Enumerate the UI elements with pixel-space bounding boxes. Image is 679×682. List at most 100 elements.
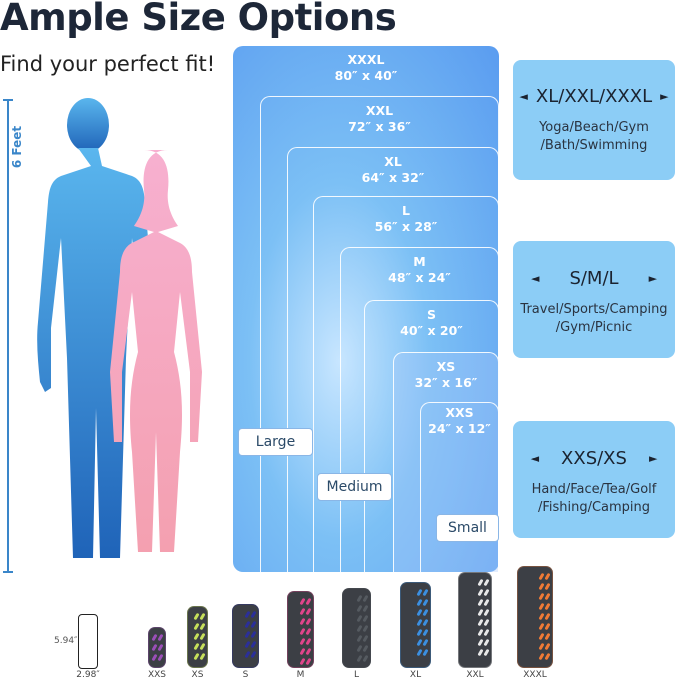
towel-stripe [193, 612, 200, 621]
towel-stripe [362, 634, 369, 643]
card-large: ◄ XL/XXL/XXXL ► Yoga/Beach/Gym/Bath/Swimmi… [513, 60, 675, 180]
towel-stripe [356, 644, 363, 653]
size-dims: 48″ x 24″ [388, 270, 451, 285]
towel-stripe [544, 632, 551, 641]
towel-stripe [157, 633, 164, 642]
size-name: XS [436, 359, 456, 374]
towel-stripe [151, 653, 158, 662]
towel-label: L [353, 670, 359, 680]
towel-stripe [299, 647, 306, 656]
towel-stripe [483, 588, 490, 597]
towel-xs [187, 606, 208, 668]
towel-stripe [199, 612, 206, 621]
card-desc: Hand/Face/Tea/Golf [531, 482, 657, 497]
towel-stripe [416, 618, 423, 627]
size-name: S [426, 307, 436, 322]
towel-stripe [193, 632, 200, 641]
towel-stripe [193, 652, 200, 661]
size-name: XXL [365, 103, 394, 118]
card-heading: S/M/L [569, 268, 619, 289]
towel-stripe [544, 652, 551, 661]
towel-stripe [544, 592, 551, 601]
phone-height: 5.94″ [54, 636, 78, 646]
towel-label: XXXL [523, 670, 547, 680]
towel-stripe [356, 594, 363, 603]
arrow-left-icon: ◄ [530, 452, 540, 465]
towel-stripe [362, 654, 369, 663]
size-name: XXS [445, 405, 474, 420]
towel-stripe [416, 638, 423, 647]
towel-stripe [477, 628, 484, 637]
towel-stripe [157, 643, 164, 652]
size-name: L [402, 203, 410, 218]
size-dims: 32″ x 16″ [414, 375, 478, 390]
towel-stripe [477, 618, 484, 627]
towel-stripe [244, 640, 251, 649]
size-name: XXXL [347, 52, 385, 67]
towel-stripe [477, 608, 484, 617]
size-dims: 40″ x 20″ [400, 323, 463, 338]
towel-stripe [250, 650, 257, 659]
towel-stripe [544, 602, 551, 611]
towel-stripe [477, 588, 484, 597]
card-desc: /Fishing/Camping [537, 500, 651, 515]
towel-stripe [362, 594, 369, 603]
towel-stripe [416, 648, 423, 657]
towel-stripe [544, 622, 551, 631]
towel-stripe [244, 650, 251, 659]
size-box-xxs: XXS 24″ x 12″ [420, 402, 499, 572]
arrow-left-icon: ◄ [530, 272, 540, 285]
towel-stripe [305, 597, 312, 606]
size-name: XL [384, 154, 402, 169]
card-desc: Travel/Sports/Camping [520, 302, 668, 317]
towel-stripe [483, 598, 490, 607]
towel-stripe [477, 638, 484, 647]
towel-stripe [477, 648, 484, 657]
towel-stripe [199, 632, 206, 641]
towel-stripe [422, 598, 429, 607]
towel-stripe [299, 657, 306, 666]
towel-stripe [416, 588, 423, 597]
towel-stripe [422, 608, 429, 617]
towel-stripe [250, 640, 257, 649]
towel-stripe [538, 612, 545, 621]
towel-stripe [305, 657, 312, 666]
phone-icon [78, 614, 98, 669]
towel-label: XXS [147, 670, 167, 680]
size-dims: 80″ x 40″ [334, 68, 398, 83]
towel-stripe [193, 642, 200, 651]
towel-stripe [305, 647, 312, 656]
arrow-right-icon: ► [648, 272, 658, 285]
towel-stripe [422, 638, 429, 647]
towel-stripe [362, 644, 369, 653]
towel-stripe [299, 637, 306, 646]
towel-stripe [199, 622, 206, 631]
towel-stripe [483, 608, 490, 617]
towel-stripe [305, 617, 312, 626]
towel-stripe [157, 653, 164, 662]
towel-m [287, 591, 314, 668]
towel-s [232, 604, 259, 668]
group-label-medium: Medium [317, 473, 392, 501]
towel-stripe [538, 602, 545, 611]
towel-stripe [538, 642, 545, 651]
towel-stripe [422, 628, 429, 637]
group-label-small: Small [436, 514, 499, 542]
towel-xl [400, 582, 431, 668]
towel-stripe [299, 617, 306, 626]
card-heading: XL/XXL/XXXL [535, 86, 653, 107]
towel-stripe [244, 620, 251, 629]
subtitle: Find your perfect fit! [0, 52, 216, 76]
towel-stripe [422, 618, 429, 627]
towel-stripe [151, 633, 158, 642]
towel-stripe [250, 620, 257, 629]
towel-stripe [305, 637, 312, 646]
towel-stripe [305, 627, 312, 636]
towel-stripe [356, 634, 363, 643]
towel-stripe [151, 643, 158, 652]
towel-stripe [299, 627, 306, 636]
size-dims: 24″ x 12″ [428, 421, 491, 436]
towel-stripe [356, 604, 363, 613]
towel-xxs [148, 627, 166, 668]
towel-label: S [242, 670, 249, 680]
